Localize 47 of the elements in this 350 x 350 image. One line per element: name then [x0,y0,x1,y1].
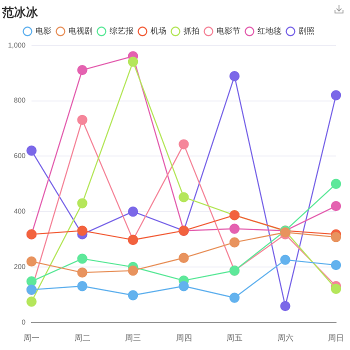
legend-label: 机场 [150,26,166,36]
point [178,281,189,292]
point [77,198,88,208]
legend-label: 电影节 [216,26,240,36]
point [128,206,138,217]
point [77,267,88,278]
point [26,256,37,267]
point [330,284,342,294]
point [280,300,290,312]
point [26,296,37,307]
point [178,192,189,202]
point [229,292,240,303]
point [77,114,88,126]
point [178,252,189,263]
x-tick-label: 周四 [176,333,192,342]
x-tick-label: 周二 [74,333,90,342]
legend-label: 综艺报 [110,26,134,36]
x-tick-label: 周六 [277,333,294,342]
point [330,260,342,270]
x-tick-label: 周三 [125,333,142,342]
chart-title: 范冰冰 [1,6,39,20]
point [77,281,88,292]
point [26,276,37,287]
point [128,290,138,300]
legend-label: 电影 [36,26,52,36]
point [330,200,342,212]
legend-label: 剧照 [298,26,314,36]
x-tick-label: 周五 [226,333,243,342]
point [229,224,240,234]
point [26,146,37,156]
point [330,232,342,242]
point [229,71,240,82]
point [330,90,342,100]
point [128,266,138,276]
point [128,56,138,67]
legend-label: 抓拍 [184,26,200,36]
point [178,139,189,150]
point [77,64,88,76]
point [330,178,342,189]
x-tick-label: 周一 [24,333,40,342]
point [229,237,240,248]
point [77,254,88,264]
legend-label: 红地毯 [258,26,282,36]
point [280,254,290,265]
point [77,226,88,236]
legend-label: 电视剧 [68,26,92,36]
x-tick-label: 周日 [328,333,344,342]
